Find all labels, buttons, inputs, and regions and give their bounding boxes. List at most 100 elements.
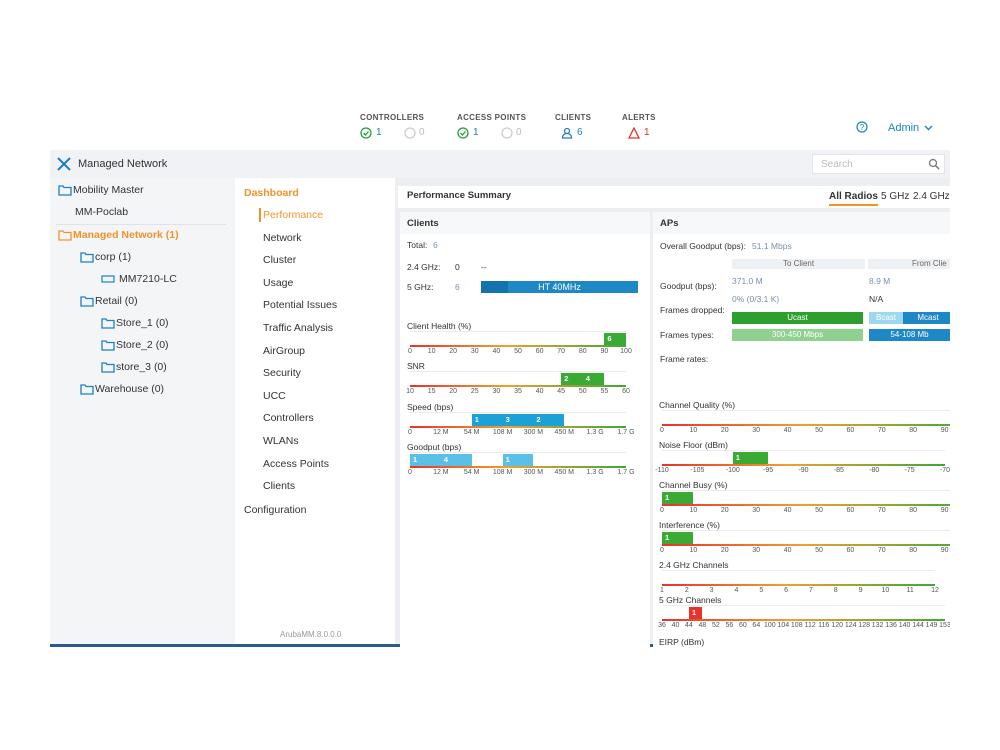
label: Overall Goodput (bps): <box>660 241 746 251</box>
menu-section[interactable]: Dashboard <box>244 187 299 199</box>
frame-type-segment: 54-108 Mb <box>869 329 950 341</box>
menu-item[interactable]: Controllers <box>263 412 314 425</box>
version: ArubaMM.8.0.0.0 <box>280 630 342 639</box>
chart-title: Interference (%) <box>659 520 720 530</box>
tick-label: -75 <box>904 467 915 474</box>
tick-label: 300 M <box>523 429 544 436</box>
bar-count: 2 <box>564 374 569 383</box>
folder-icon <box>101 317 115 329</box>
panel-title: Clients <box>407 218 439 229</box>
chart-title: 5 GHz Channels <box>659 595 722 605</box>
label: Frames dropped: <box>660 305 725 315</box>
chart-title: EIRP (dBm) <box>659 637 705 647</box>
tree-node[interactable]: Warehouse (0) <box>95 383 165 395</box>
search-box[interactable]: Search <box>812 154 945 174</box>
search-icon <box>928 158 942 170</box>
label: Frame rates: <box>660 354 709 364</box>
tick-label: 20 <box>720 547 729 554</box>
tick-label: 4 <box>734 587 739 594</box>
menu-item[interactable]: Performance <box>263 209 324 221</box>
status-up-icon <box>457 127 471 139</box>
menu-item[interactable]: Traffic Analysis <box>263 322 334 334</box>
tree-node[interactable]: Mobility Master <box>73 184 144 196</box>
menu-panel <box>235 178 395 647</box>
chart-guide <box>410 412 626 413</box>
histogram-bar: 1 <box>662 532 694 544</box>
stat-label: ALERTS <box>622 113 656 122</box>
menu-item[interactable]: Usage <box>263 276 294 289</box>
menu-item[interactable]: Potential Issues <box>263 299 338 312</box>
histogram-bar: 1 <box>732 452 769 464</box>
tick-label: 60 <box>738 622 747 629</box>
tick-label: 1.3 G <box>586 429 604 436</box>
bar-count: 4 <box>443 455 449 464</box>
menu-item[interactable]: WLANs <box>263 435 299 447</box>
chart-guide <box>662 450 945 451</box>
radio-tab[interactable]: 2.4 GHz <box>913 191 950 202</box>
tree-node[interactable]: store_3 (0) <box>116 361 167 373</box>
aps-body <box>653 234 950 647</box>
menu-item[interactable]: Security <box>263 367 301 380</box>
tree-node[interactable]: MM-Poclab <box>75 206 129 218</box>
tick-label: -105 <box>690 467 705 474</box>
radio-tab[interactable]: All Radios <box>829 190 878 206</box>
tick-label: 50 <box>815 427 823 434</box>
tree-node[interactable]: corp (1) <box>95 251 132 263</box>
tick-label: 10 <box>689 427 698 434</box>
tick-label: 9 <box>858 587 863 594</box>
bar-count: 2 <box>536 415 541 424</box>
histogram-bar: 1 <box>502 454 534 466</box>
folder-icon <box>80 295 94 307</box>
radio-tab[interactable]: 5 GHz <box>881 191 910 202</box>
tick-label: 6 <box>784 587 789 594</box>
band-bar-label: HT 40MHz <box>538 282 581 292</box>
tree-node[interactable]: Store_1 (0) <box>116 317 169 329</box>
tick-label: 300 M <box>523 469 544 476</box>
tick-label: 11 <box>906 587 914 594</box>
tick-label: 64 <box>752 622 761 629</box>
user-menu[interactable]: Admin <box>888 122 920 134</box>
tick-label: 450 M <box>554 429 575 436</box>
menu-item[interactable]: Network <box>263 231 302 244</box>
tick-label: 108 M <box>492 469 513 476</box>
tick-label: 104 <box>777 622 790 629</box>
tree-node[interactable]: Store_2 (0) <box>116 339 169 351</box>
tick-label: 30 <box>752 547 761 554</box>
tree-panel <box>50 178 235 647</box>
menu-item[interactable]: Clients <box>263 480 296 493</box>
chart-guide <box>410 331 626 332</box>
tree-node[interactable]: Managed Network (1) <box>73 229 179 241</box>
chart-title: Client Health (%) <box>407 321 472 331</box>
menu-item[interactable]: Access Points <box>263 457 329 470</box>
chart-title: Channel Busy (%) <box>659 480 728 490</box>
tick-label: 0 <box>408 429 412 436</box>
folder-icon <box>80 251 94 263</box>
chart-baseline <box>662 584 935 586</box>
frame-type-segment-label: 300-450 Mbps <box>771 330 824 339</box>
tick-label: 70 <box>877 427 886 434</box>
tick-label: 112 <box>804 622 816 629</box>
tick-label: 100 <box>620 348 632 355</box>
chart-baseline <box>662 504 950 506</box>
menu-item[interactable]: UCC <box>263 389 286 402</box>
menu-item[interactable]: Configuration <box>244 504 307 516</box>
bar-count: 3 <box>505 415 510 424</box>
dropped-segment: Mcast <box>903 312 950 324</box>
stat-down: 0 <box>419 127 425 138</box>
tick-label: 140 <box>898 622 911 629</box>
tick-label: 1.7 G <box>617 469 635 476</box>
tick-label: 90 <box>940 547 949 554</box>
menu-item[interactable]: Cluster <box>263 254 297 267</box>
histogram-bar: 1 <box>410 454 441 466</box>
menu-item[interactable]: AirGroup <box>263 344 306 357</box>
tick-label: 55 <box>600 388 609 395</box>
tick-label: 124 <box>844 622 857 629</box>
chart-title: 2.4 GHz Channels <box>659 560 729 570</box>
tree-node[interactable]: Retail (0) <box>95 295 138 307</box>
tick-label: 70 <box>877 547 886 554</box>
tick-label: 108 <box>790 622 803 629</box>
histogram-bar: 1 <box>688 607 703 619</box>
tree-node[interactable]: MM7210-LC <box>119 273 177 285</box>
frame-type-segment: 300-450 Mbps <box>732 329 863 341</box>
tick-label: 40 <box>783 547 792 554</box>
